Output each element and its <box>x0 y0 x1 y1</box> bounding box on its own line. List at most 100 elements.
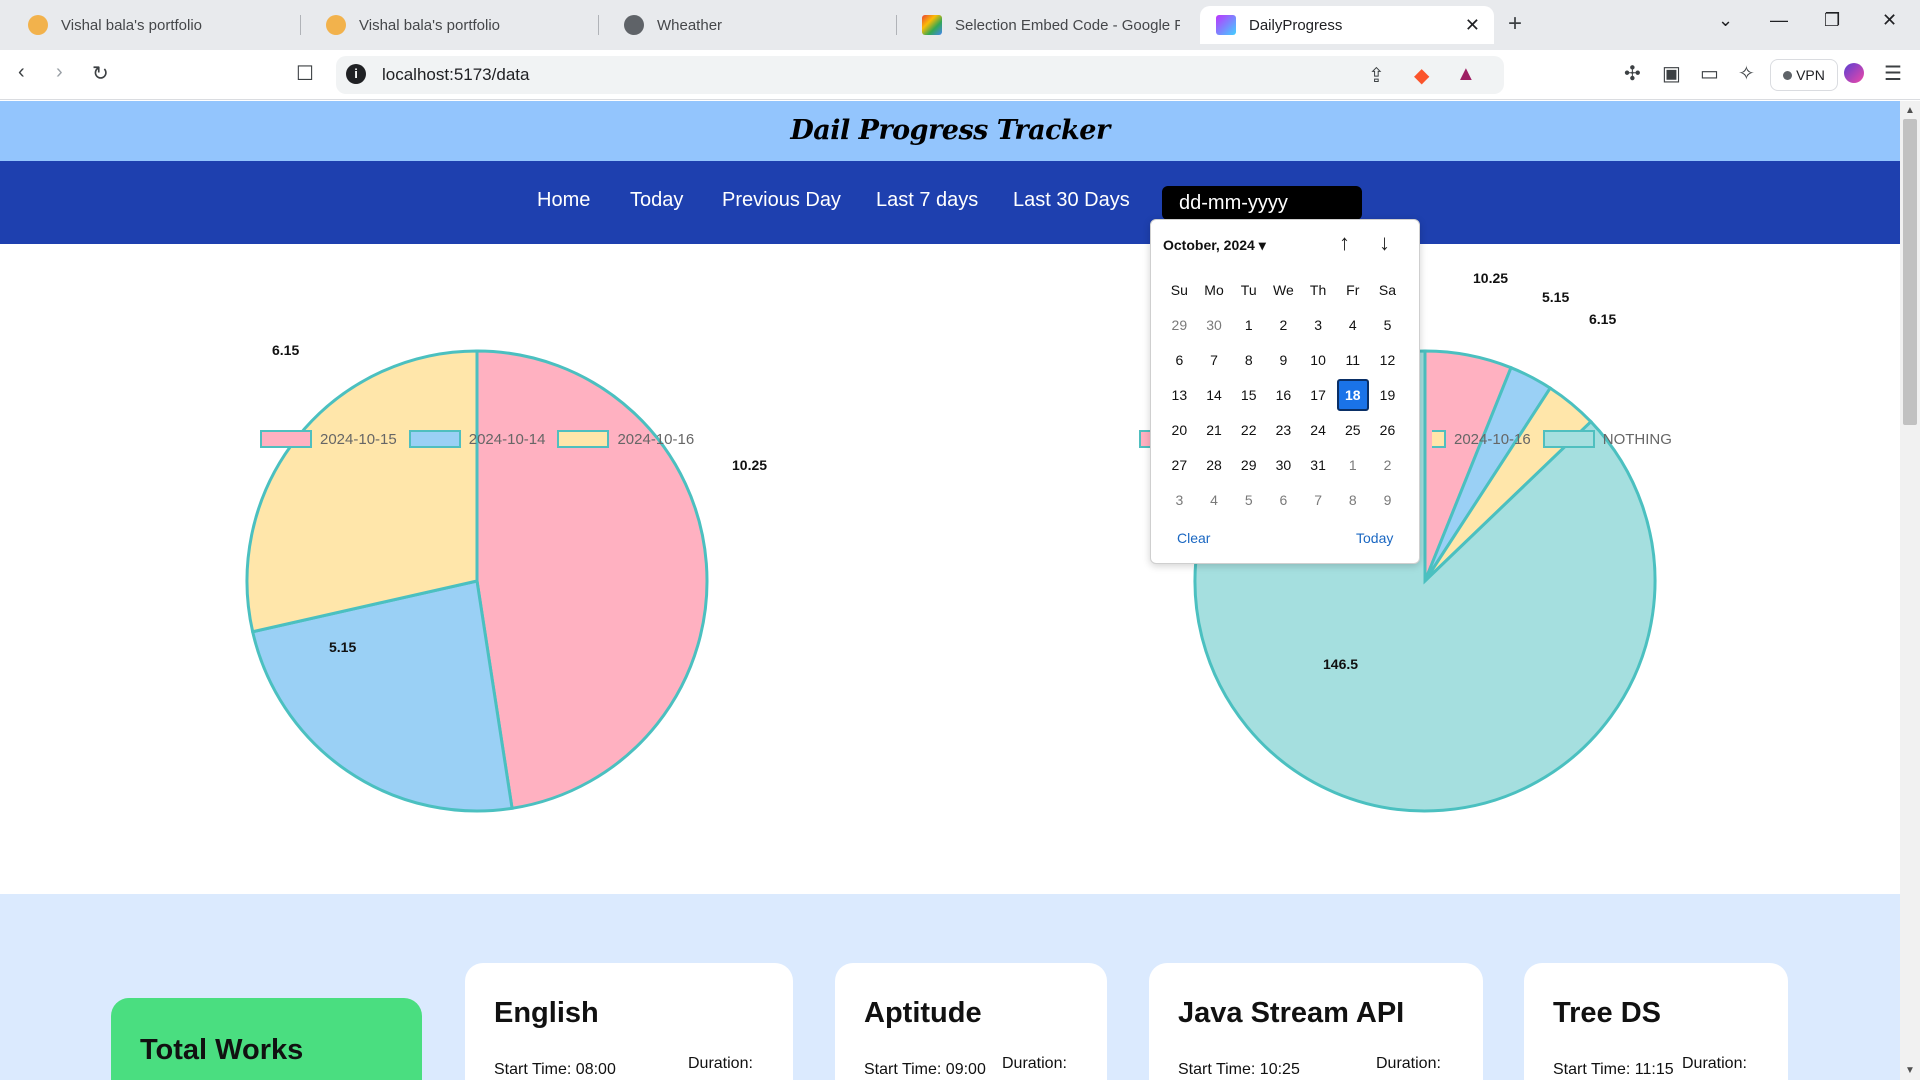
scrollbar-thumb[interactable] <box>1903 119 1917 425</box>
pie-slice[interactable] <box>475 349 709 811</box>
extensions-icon[interactable]: ✣ <box>1624 63 1641 85</box>
close-window-icon[interactable]: ✕ <box>1882 10 1898 30</box>
calendar-day[interactable]: 4 <box>1348 316 1357 333</box>
calendar-day[interactable]: 1 <box>1348 456 1357 473</box>
address-bar[interactable]: i localhost:5173/data ⇪ ◆ ▲ <box>336 56 1504 94</box>
calendar-day[interactable]: 13 <box>1171 386 1188 403</box>
calendar-day[interactable]: 4 <box>1210 491 1218 508</box>
calendar-day[interactable]: 27 <box>1171 456 1188 473</box>
calendar-day[interactable]: 21 <box>1206 421 1222 438</box>
close-tab-icon[interactable]: ✕ <box>1464 15 1480 35</box>
today-button[interactable]: Today <box>1356 530 1394 546</box>
legend-item[interactable]: 2024-10-16 <box>557 430 694 448</box>
calendar-day[interactable]: 3 <box>1175 491 1184 508</box>
pie-slice[interactable] <box>250 579 514 813</box>
work-card[interactable]: Tree DS Start Time: 11:15 Duration: <box>1524 963 1788 1080</box>
calendar-day[interactable]: 20 <box>1171 421 1188 438</box>
browser-tab[interactable]: Vishal bala's portfolio <box>310 6 600 44</box>
calendar-day[interactable]: 12 <box>1379 351 1396 368</box>
calendar-day[interactable]: 16 <box>1275 386 1292 403</box>
legend-item[interactable]: 2024-10-16 <box>1432 430 1531 448</box>
wallet-icon[interactable]: ▭ <box>1700 63 1719 85</box>
date-input[interactable]: dd-mm-yyyy <box>1162 186 1362 220</box>
nav-last-7-days[interactable]: Last 7 days <box>876 189 979 211</box>
new-tab-icon[interactable]: + <box>1508 10 1523 37</box>
calendar-day[interactable]: 30 <box>1206 316 1222 333</box>
calendar-day[interactable]: 11 <box>1345 351 1361 368</box>
pie-slice[interactable] <box>245 349 479 634</box>
calendar-day[interactable]: 1 <box>1244 316 1253 333</box>
work-card[interactable]: Aptitude Start Time: 09:00 Duration: <box>835 963 1107 1080</box>
browser-tab[interactable]: Vishal bala's portfolio <box>12 6 302 44</box>
restore-icon[interactable]: ❐ <box>1824 10 1841 30</box>
card-start-time: Start Time: 09:00 <box>864 1061 986 1078</box>
forward-icon[interactable]: › <box>56 61 63 83</box>
calendar-day[interactable]: 22 <box>1240 421 1257 438</box>
back-icon[interactable]: ‹ <box>18 61 25 83</box>
menu-icon[interactable]: ☰ <box>1884 63 1902 85</box>
browser-tab[interactable]: Wheather <box>608 6 898 44</box>
calendar-day[interactable]: 29 <box>1240 456 1257 473</box>
leo-ai-icon[interactable]: ✧ <box>1738 63 1755 85</box>
site-info-icon[interactable]: i <box>346 64 366 84</box>
nav-previous-day[interactable]: Previous Day <box>722 189 841 211</box>
scroll-down-icon[interactable]: ▼ <box>1905 1065 1915 1076</box>
calendar-day[interactable]: 6 <box>1175 351 1184 368</box>
page-scrollbar[interactable]: ▲ ▼ <box>1900 101 1920 1080</box>
scroll-up-icon[interactable]: ▲ <box>1905 105 1915 116</box>
bookmark-icon[interactable]: ☐ <box>296 63 314 85</box>
vpn-button[interactable]: VPN <box>1770 59 1838 91</box>
sidebar-icon[interactable]: ▣ <box>1662 63 1681 85</box>
nav-home[interactable]: Home <box>537 189 591 211</box>
calendar-day[interactable]: 17 <box>1310 386 1326 403</box>
legend-item[interactable]: 2024-10-14 <box>408 430 545 448</box>
work-card[interactable]: English Start Time: 08:00 Duration: <box>465 963 793 1080</box>
nav-last-30-days[interactable]: Last 30 Days <box>1013 189 1130 211</box>
tab-search-icon[interactable]: ⌄ <box>1718 10 1734 30</box>
legend-item[interactable]: 2024-10-15 <box>260 430 397 448</box>
calendar-day[interactable]: 28 <box>1206 456 1222 473</box>
site-header: Dail Progress Tracker <box>0 101 1900 161</box>
calendar-day[interactable]: 3 <box>1314 316 1322 333</box>
calendar-day[interactable]: 10 <box>1310 351 1326 368</box>
calendar-day[interactable]: 26 <box>1379 421 1396 438</box>
calendar-day[interactable]: 9 <box>1279 351 1288 368</box>
next-month-icon[interactable]: ↓ <box>1379 230 1390 255</box>
browser-tab-active[interactable]: DailyProgress ✕ <box>1200 6 1494 44</box>
calendar-day[interactable]: 2 <box>1383 456 1392 473</box>
calendar-day[interactable]: 8 <box>1348 491 1357 508</box>
profile-icon[interactable] <box>1844 63 1864 83</box>
month-select[interactable]: October, 2024 ▾ <box>1163 237 1266 253</box>
calendar-day[interactable]: 5 <box>1244 491 1253 508</box>
legend-item[interactable]: NOTHING <box>1542 430 1672 448</box>
work-card[interactable]: Java Stream API Start Time: 10:25 Durati… <box>1149 963 1483 1080</box>
nav-today[interactable]: Today <box>630 189 684 211</box>
total-works-card[interactable]: Total Works <box>111 998 422 1080</box>
browser-tab[interactable]: Selection Embed Code - Google For <box>906 6 1196 44</box>
previous-month-icon[interactable]: ↑ <box>1339 230 1350 255</box>
calendar-day[interactable]: 25 <box>1344 421 1361 438</box>
brave-shield-icon[interactable]: ◆ <box>1414 65 1430 87</box>
calendar-day[interactable]: 7 <box>1314 491 1322 508</box>
calendar-day-selected[interactable]: 18 <box>1335 377 1370 412</box>
calendar-day[interactable]: 23 <box>1275 421 1292 438</box>
calendar-day[interactable]: 31 <box>1310 456 1326 473</box>
brave-rewards-icon[interactable]: ▲ <box>1456 63 1476 85</box>
calendar-day[interactable]: 2 <box>1279 316 1288 333</box>
calendar-day[interactable]: 6 <box>1279 491 1288 508</box>
calendar-day[interactable]: 15 <box>1240 386 1257 403</box>
calendar-day[interactable]: 30 <box>1275 456 1292 473</box>
reload-icon[interactable]: ↻ <box>92 63 109 85</box>
calendar-day[interactable]: 14 <box>1206 386 1222 403</box>
minimize-icon[interactable]: — <box>1770 10 1788 30</box>
calendar-day[interactable]: 29 <box>1171 316 1188 333</box>
calendar-day[interactable]: 5 <box>1383 316 1392 333</box>
calendar-day[interactable]: 19 <box>1379 386 1396 403</box>
calendar-day[interactable]: 7 <box>1210 351 1218 368</box>
share-icon[interactable]: ⇪ <box>1368 65 1385 87</box>
calendar-day[interactable]: 24 <box>1310 421 1326 438</box>
chart-2-legend-visible: 2024-10-16 NOTHING <box>1432 430 1684 448</box>
calendar-day[interactable]: 8 <box>1244 351 1253 368</box>
calendar-day[interactable]: 9 <box>1383 491 1392 508</box>
clear-button[interactable]: Clear <box>1177 530 1211 546</box>
